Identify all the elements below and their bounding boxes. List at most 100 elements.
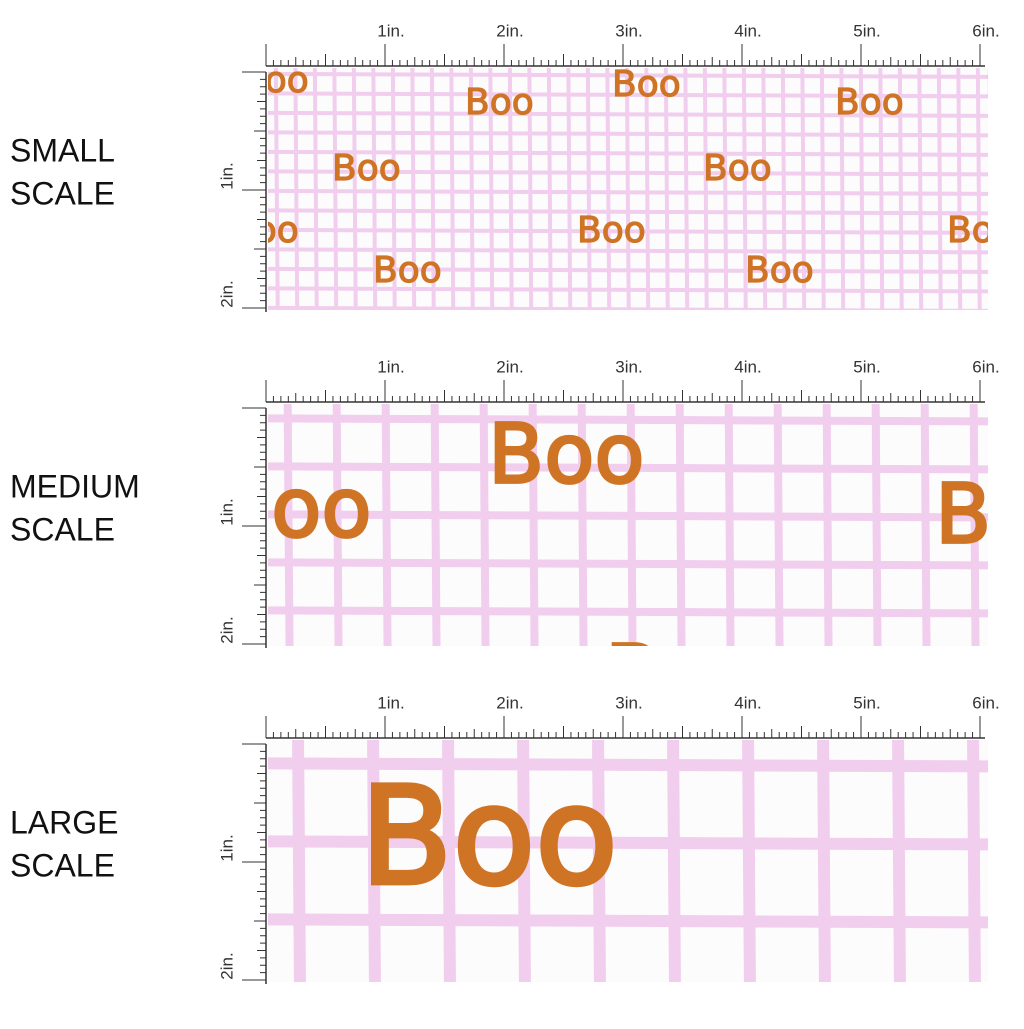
ruler-label: 6in. — [972, 357, 999, 376]
grid-line — [761, 68, 768, 310]
scale-label: MEDIUM — [10, 468, 140, 504]
grid-line — [975, 68, 982, 310]
ruler-label: 3in. — [615, 693, 642, 712]
ruler-label: 1in. — [377, 693, 404, 712]
boo-motif: Boo — [360, 758, 618, 915]
grid-line — [683, 68, 690, 310]
grid-line — [892, 740, 906, 982]
scale-label: LARGE — [10, 804, 118, 840]
grid-line — [592, 740, 606, 982]
boo-motif: Boo — [215, 461, 372, 556]
grid-line — [956, 68, 963, 310]
grid-line — [381, 404, 392, 646]
grid-line — [878, 68, 885, 310]
grid-line — [268, 208, 988, 216]
grid-line — [430, 404, 441, 646]
grid-line — [997, 60, 999, 320]
grid-line — [624, 68, 631, 310]
grid-line — [367, 740, 381, 982]
ruler-label: 5in. — [853, 21, 880, 40]
boo-motif: Boo — [947, 210, 1016, 251]
grid-line — [702, 68, 709, 310]
grid-line — [800, 68, 807, 310]
grid-line — [858, 68, 865, 310]
ruler-label: 2in. — [217, 616, 236, 643]
boo-motif: Boo — [465, 82, 534, 123]
ruler-label: 2in. — [496, 693, 523, 712]
ruler-label: 3in. — [615, 21, 642, 40]
ruler-label: 1in. — [377, 357, 404, 376]
scale-label: SCALE — [10, 511, 115, 547]
ruler-label: 1in. — [377, 21, 404, 40]
grid-line — [605, 68, 612, 310]
grid-line — [546, 68, 553, 310]
fabric-pattern: Boo — [268, 740, 988, 982]
boo-motif: Boo — [240, 60, 309, 101]
grid-line — [675, 404, 686, 646]
boo-motif: Boo — [985, 64, 1024, 105]
grid-line — [897, 68, 904, 310]
grid-line — [741, 68, 748, 310]
grid-line — [268, 835, 988, 851]
grid-line — [780, 68, 787, 310]
ruler-label: 2in. — [496, 21, 523, 40]
ruler-label: 3in. — [615, 357, 642, 376]
ruler-label: 6in. — [972, 21, 999, 40]
grid-line — [817, 740, 831, 982]
grid-line — [268, 91, 988, 99]
scale-label: SCALE — [10, 847, 115, 883]
scale-panel: SMALL SCALE 1in. 2in. 3in. 4in. 5in. 6in. 1in. 2i… — [10, 21, 1024, 320]
boo-motif: Boo — [745, 250, 814, 291]
grid-line — [722, 68, 729, 310]
boo-motif: Boo — [488, 407, 645, 502]
grid-line — [479, 404, 490, 646]
ruler-label: 1in. — [217, 162, 236, 189]
grid-line — [268, 414, 988, 426]
grid-line — [871, 404, 882, 646]
ruler-label: 1in. — [217, 498, 236, 525]
ruler-label: 2in. — [217, 280, 236, 307]
fabric-pattern: Boo Boo Boo Boo — [215, 404, 1024, 646]
grid-line — [819, 68, 826, 310]
grid-line — [268, 757, 988, 773]
grid-line — [268, 286, 988, 294]
grid-line — [268, 149, 988, 157]
grid-line — [268, 266, 988, 274]
grid-line — [268, 110, 988, 118]
grid-line — [663, 68, 670, 310]
grid-line — [724, 404, 735, 646]
grid-line — [268, 558, 988, 570]
grid-line — [268, 169, 988, 177]
ruler-label: 2in. — [496, 357, 523, 376]
grid-line — [644, 68, 651, 310]
fabric-bg — [268, 740, 988, 982]
grid-line — [268, 913, 988, 929]
grid-line — [268, 71, 988, 79]
scale-label: SCALE — [10, 175, 115, 211]
ruler-label: 5in. — [853, 693, 880, 712]
boo-motif: Boo — [577, 210, 646, 251]
grid-line — [268, 130, 988, 138]
ruler-label: 2in. — [217, 952, 236, 979]
ruler-label: 5in. — [853, 357, 880, 376]
grid-line — [268, 305, 988, 310]
grid-line — [268, 510, 988, 522]
ruler-label: 4in. — [734, 693, 761, 712]
boo-motif: Boo — [935, 467, 1024, 562]
scale-panel: MEDIUM SCALE 1in. 2in. 3in. 4in. 5in. 6in. 1in. 2… — [10, 357, 1024, 648]
grid-line — [566, 68, 573, 310]
grid-line — [292, 740, 306, 982]
grid-line — [268, 188, 988, 196]
grid-line — [936, 68, 943, 310]
grid-line — [268, 606, 988, 618]
grid-line — [268, 227, 988, 235]
ruler-label: 6in. — [972, 693, 999, 712]
grid-line — [268, 247, 988, 255]
ruler-label: 1in. — [217, 834, 236, 861]
grid-line — [517, 740, 531, 982]
boo-motif: Boo — [373, 250, 442, 291]
grid-line — [967, 740, 981, 982]
grid-line — [742, 740, 756, 982]
grid-line — [268, 462, 988, 474]
